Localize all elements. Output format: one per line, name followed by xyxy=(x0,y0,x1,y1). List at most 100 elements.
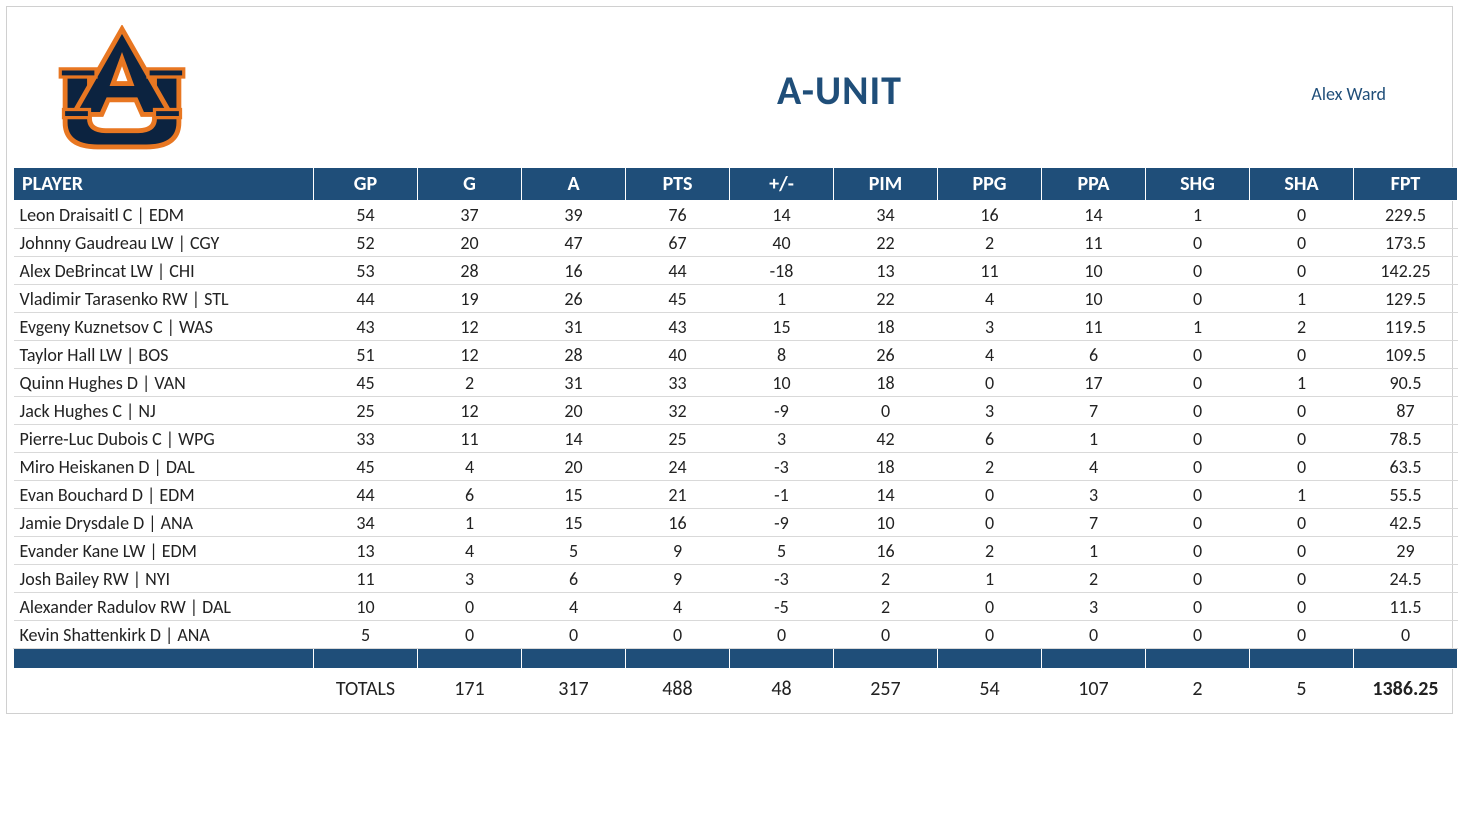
cell-g: 19 xyxy=(418,285,522,313)
cell-ppa: 17 xyxy=(1042,369,1146,397)
cell-ppa: 4 xyxy=(1042,453,1146,481)
cell-pts: 24 xyxy=(626,453,730,481)
cell-sha: 0 xyxy=(1250,257,1354,285)
cell-pm: 0 xyxy=(730,621,834,649)
cell-pim: 26 xyxy=(834,341,938,369)
cell-pm: 15 xyxy=(730,313,834,341)
cell-ppa: 7 xyxy=(1042,397,1146,425)
cell-fpt: 0 xyxy=(1354,621,1458,649)
cell-pim: 2 xyxy=(834,593,938,621)
cell-fpt: 109.5 xyxy=(1354,341,1458,369)
cell-sha: 0 xyxy=(1250,229,1354,257)
cell-pim: 22 xyxy=(834,285,938,313)
cell-pm: 10 xyxy=(730,369,834,397)
cell-ppa: 6 xyxy=(1042,341,1146,369)
cell-ppg: 2 xyxy=(938,537,1042,565)
cell-gp: 44 xyxy=(314,481,418,509)
cell-sha: 0 xyxy=(1250,509,1354,537)
col-ppg: PPG xyxy=(938,168,1042,201)
cell-a: 4 xyxy=(522,593,626,621)
cell-a: 31 xyxy=(522,369,626,397)
cell-pm: -1 xyxy=(730,481,834,509)
totals-sha: 5 xyxy=(1250,669,1354,704)
cell-ppg: 2 xyxy=(938,229,1042,257)
cell-fpt: 42.5 xyxy=(1354,509,1458,537)
cell-a: 31 xyxy=(522,313,626,341)
cell-pm: -9 xyxy=(730,509,834,537)
cell-shg: 0 xyxy=(1146,397,1250,425)
cell-player: Leon Draisaitl C | EDM xyxy=(14,201,314,229)
cell-sha: 0 xyxy=(1250,341,1354,369)
cell-pim: 16 xyxy=(834,537,938,565)
cell-fpt: 55.5 xyxy=(1354,481,1458,509)
cell-g: 37 xyxy=(418,201,522,229)
cell-fpt: 11.5 xyxy=(1354,593,1458,621)
cell-pts: 40 xyxy=(626,341,730,369)
cell-shg: 0 xyxy=(1146,453,1250,481)
cell-pts: 25 xyxy=(626,425,730,453)
cell-pts: 43 xyxy=(626,313,730,341)
cell-shg: 0 xyxy=(1146,257,1250,285)
totals-shg: 2 xyxy=(1146,669,1250,704)
auburn-logo-icon xyxy=(37,25,207,155)
cell-a: 14 xyxy=(522,425,626,453)
table-row: Jack Hughes C | NJ25122032-90370087 xyxy=(14,397,1458,425)
cell-player: Vladimir Tarasenko RW | STL xyxy=(14,285,314,313)
cell-sha: 2 xyxy=(1250,313,1354,341)
cell-a: 15 xyxy=(522,509,626,537)
cell-a: 39 xyxy=(522,201,626,229)
cell-shg: 0 xyxy=(1146,593,1250,621)
col-pim: PIM xyxy=(834,168,938,201)
cell-ppa: 14 xyxy=(1042,201,1146,229)
cell-g: 12 xyxy=(418,397,522,425)
cell-fpt: 24.5 xyxy=(1354,565,1458,593)
cell-pim: 34 xyxy=(834,201,938,229)
table-row: Pierre-Luc Dubois C | WPG331114253426100… xyxy=(14,425,1458,453)
cell-g: 0 xyxy=(418,621,522,649)
cell-fpt: 142.25 xyxy=(1354,257,1458,285)
cell-sha: 0 xyxy=(1250,537,1354,565)
cell-pm: 1 xyxy=(730,285,834,313)
cell-pim: 0 xyxy=(834,397,938,425)
totals-pts: 488 xyxy=(626,669,730,704)
cell-ppa: 1 xyxy=(1042,425,1146,453)
cell-sha: 1 xyxy=(1250,369,1354,397)
cell-pm: 8 xyxy=(730,341,834,369)
cell-a: 26 xyxy=(522,285,626,313)
cell-fpt: 229.5 xyxy=(1354,201,1458,229)
cell-pim: 2 xyxy=(834,565,938,593)
cell-g: 0 xyxy=(418,593,522,621)
cell-ppa: 10 xyxy=(1042,257,1146,285)
cell-shg: 1 xyxy=(1146,313,1250,341)
table-row: Kevin Shattenkirk D | ANA50000000000 xyxy=(14,621,1458,649)
cell-ppa: 1 xyxy=(1042,537,1146,565)
cell-gp: 52 xyxy=(314,229,418,257)
cell-player: Jack Hughes C | NJ xyxy=(14,397,314,425)
cell-pim: 18 xyxy=(834,313,938,341)
cell-g: 2 xyxy=(418,369,522,397)
cell-fpt: 87 xyxy=(1354,397,1458,425)
cell-sha: 1 xyxy=(1250,481,1354,509)
cell-ppg: 1 xyxy=(938,565,1042,593)
totals-a: 317 xyxy=(522,669,626,704)
table-row: Evander Kane LW | EDM13459516210029 xyxy=(14,537,1458,565)
cell-ppg: 3 xyxy=(938,313,1042,341)
cell-sha: 0 xyxy=(1250,453,1354,481)
cell-player: Johnny Gaudreau LW | CGY xyxy=(14,229,314,257)
cell-gp: 45 xyxy=(314,369,418,397)
cell-ppa: 2 xyxy=(1042,565,1146,593)
cell-gp: 43 xyxy=(314,313,418,341)
stats-table: PLAYER GP G A PTS +/- PIM PPG PPA SHG SH… xyxy=(13,167,1458,703)
cell-a: 20 xyxy=(522,397,626,425)
cell-shg: 0 xyxy=(1146,537,1250,565)
cell-ppa: 0 xyxy=(1042,621,1146,649)
table-row: Evan Bouchard D | EDM4461521-114030155.5 xyxy=(14,481,1458,509)
cell-shg: 0 xyxy=(1146,285,1250,313)
cell-pim: 42 xyxy=(834,425,938,453)
cell-pts: 67 xyxy=(626,229,730,257)
col-fpt: FPT xyxy=(1354,168,1458,201)
col-pm: +/- xyxy=(730,168,834,201)
cell-ppg: 0 xyxy=(938,593,1042,621)
cell-shg: 0 xyxy=(1146,481,1250,509)
cell-shg: 0 xyxy=(1146,509,1250,537)
